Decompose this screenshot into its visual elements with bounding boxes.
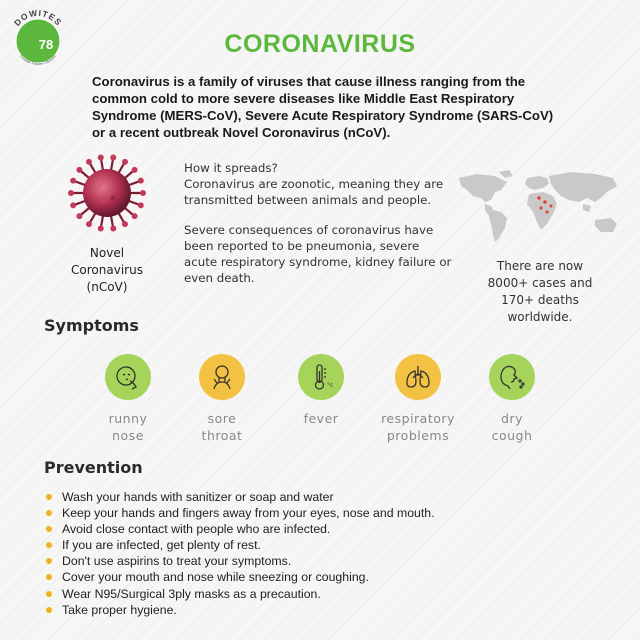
stats-line1: There are now xyxy=(496,259,584,273)
prevention-item-text: If you are infected, get plenty of rest. xyxy=(62,538,261,553)
list-item: Wear N95/Surgical 3ply masks as a precau… xyxy=(44,586,435,602)
symptom-label-1: fever xyxy=(303,411,339,426)
symptom-sore-throat: sore throat xyxy=(172,354,272,444)
list-item: Don't use aspirins to treat your symptom… xyxy=(44,553,435,569)
virus-spike-tip xyxy=(70,177,77,184)
runny-nose-icon xyxy=(105,354,151,400)
prevention-item-text: Keep your hands and fingers away from yo… xyxy=(62,506,435,521)
prevention-list: Wash your hands with sanitizer or soap a… xyxy=(44,489,435,618)
spread-paragraph-2: Severe consequences of coronavirus have … xyxy=(184,223,452,285)
virus-spike-tip xyxy=(110,154,117,161)
bullet-dot xyxy=(46,574,52,581)
symptom-label-2: cough xyxy=(491,428,533,443)
virus-spike-tip xyxy=(68,190,74,196)
list-item: Keep your hands and fingers away from yo… xyxy=(44,505,435,521)
sore-throat-icon xyxy=(199,354,245,400)
prevention-item-text: Wear N95/Surgical 3ply masks as a precau… xyxy=(62,586,321,601)
symptom-label-1: dry xyxy=(501,411,523,426)
symptom-runny-nose: runny nose xyxy=(78,354,178,444)
case-stats: There are now 8000+ cases and 170+ death… xyxy=(470,258,610,326)
symptom-dry-cough: dry cough xyxy=(462,354,562,444)
virus-spike-tip xyxy=(76,213,83,220)
svg-text:°c: °c xyxy=(327,382,333,389)
symptoms-heading: Symptoms xyxy=(44,316,139,335)
thermometer-icon: °c xyxy=(298,354,344,400)
spread-section: How it spreads? Coronavirus are zoonotic… xyxy=(184,160,454,300)
bullet-dot xyxy=(46,494,52,500)
virus-spike-tip xyxy=(137,202,144,209)
list-item: Avoid close contact with people who are … xyxy=(44,521,435,537)
bullet-dot xyxy=(46,606,52,613)
list-item: Cover your mouth and nose while sneezing… xyxy=(44,569,435,585)
virus-spike-tip xyxy=(86,158,92,165)
spread-heading: How it spreads? xyxy=(184,161,278,175)
bullet-dot xyxy=(46,526,52,533)
symptom-label-1: respiratory xyxy=(381,411,455,426)
stats-line2: 8000+ cases and xyxy=(487,276,593,290)
bullet-dot xyxy=(46,542,52,549)
symptom-fever: °c fever xyxy=(271,354,371,427)
virus-spike-tip xyxy=(122,221,128,228)
virus-label-line1: Novel xyxy=(89,246,125,260)
prevention-item-text: Avoid close contact with people who are … xyxy=(62,522,331,537)
symptom-label-2: nose xyxy=(112,428,144,443)
world-map xyxy=(459,170,617,242)
virus-spike-tip xyxy=(137,177,144,184)
symptom-label-1: sore xyxy=(207,411,237,426)
virus-spike-tip xyxy=(76,166,83,173)
bullet-dot xyxy=(46,558,52,565)
list-item: If you are infected, get plenty of rest. xyxy=(44,537,435,553)
virus-spike-tip xyxy=(131,213,138,220)
virus-spike-tip xyxy=(97,154,104,161)
symptom-label-2: problems xyxy=(386,428,450,443)
lungs-icon xyxy=(395,354,441,400)
virus-image xyxy=(68,154,146,232)
list-item: Take proper hygiene. xyxy=(44,602,435,618)
prevention-item-text: Wash your hands with sanitizer or soap a… xyxy=(62,490,334,504)
bullet-dot xyxy=(46,510,52,517)
virus-spike-tip xyxy=(122,158,128,165)
logo-number: 78 xyxy=(39,37,53,52)
stats-line3: 170+ deaths xyxy=(501,293,579,307)
page-title: CORONAVIRUS xyxy=(224,30,416,58)
prevention-item-text: Don't use aspirins to treat your symptom… xyxy=(62,554,292,569)
stats-line4: worldwide. xyxy=(507,310,573,324)
prevention-item-text: Cover your mouth and nose while sneezing… xyxy=(62,570,369,585)
prevention-item-text: Take proper hygiene. xyxy=(62,602,177,617)
spread-paragraph-1: Coronavirus are zoonotic, meaning they a… xyxy=(184,177,444,207)
virus-spike-tip xyxy=(97,225,104,232)
cough-icon xyxy=(489,354,535,400)
intro-paragraph: Coronavirus is a family of viruses that … xyxy=(92,74,554,140)
virus-label: Novel Coronavirus (nCoV) xyxy=(50,245,164,296)
list-item: Wash your hands with sanitizer or soap a… xyxy=(44,489,435,505)
symptom-label-1: runny xyxy=(108,411,148,426)
prevention-heading: Prevention xyxy=(44,458,143,477)
virus-spike-tip xyxy=(110,225,117,232)
virus-spike-tip xyxy=(86,221,92,228)
bullet-dot xyxy=(46,590,52,597)
dowites-logo: DOWITES 78 Dowitian Theatre Collective xyxy=(12,8,63,66)
symptom-label-2: throat xyxy=(201,428,243,443)
virus-spike-tip xyxy=(131,166,138,173)
virus-spike-tip xyxy=(140,190,146,196)
virus-label-line3: (nCoV) xyxy=(86,280,128,294)
virus-spike-tip xyxy=(70,202,77,209)
virus-label-line2: Coronavirus xyxy=(71,263,143,277)
symptom-respiratory: respiratory problems xyxy=(368,354,468,444)
